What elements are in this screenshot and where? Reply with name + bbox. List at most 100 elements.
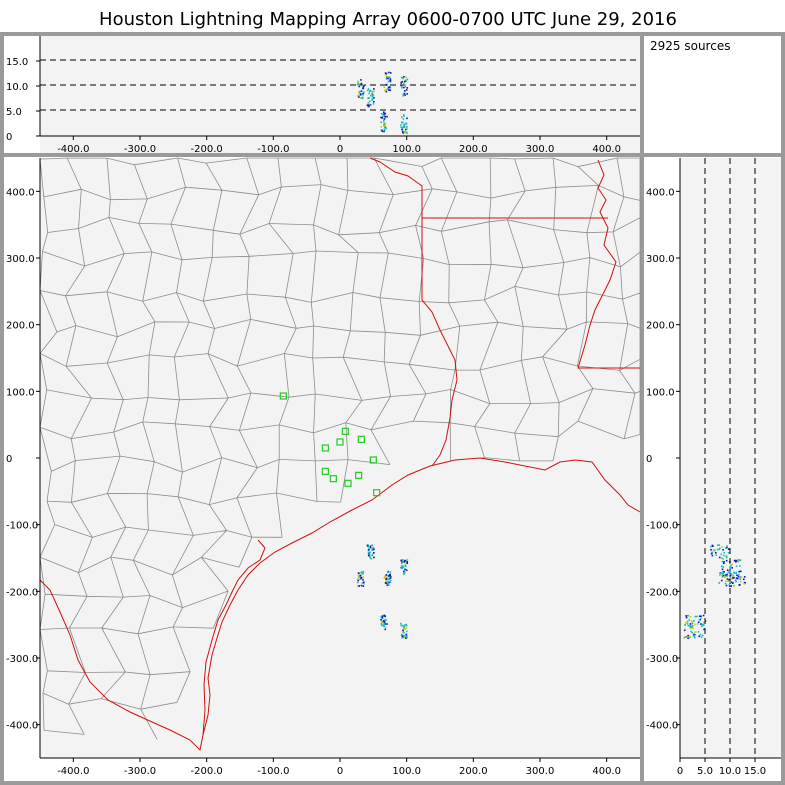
side-source-point [735,559,737,561]
side-source-point [739,559,741,561]
map-source-point [384,615,387,618]
map-source-point [401,561,403,563]
altitude-source-point [386,115,388,118]
altitude-source-point [404,80,406,83]
map-source-point [368,555,371,557]
side-y-label: 400.0 [646,187,675,198]
side-source-point [737,573,740,576]
altitude-source-point [402,86,405,89]
altitude-source-point [404,84,407,87]
side-source-point [717,544,719,546]
altitude-source-point [371,92,374,95]
map-source-point [369,551,372,554]
side-source-point [715,554,718,556]
side-source-point [728,578,730,581]
side-source-point [726,573,729,576]
map-source-point [383,614,386,617]
side-source-point [726,545,728,547]
map-source-point [371,544,374,546]
altitude-source-point [388,89,390,91]
altitude-source-point [385,84,388,86]
side-source-point [722,548,724,551]
side-source-point [731,582,734,585]
side-source-point [690,620,693,623]
map-source-point [403,634,406,637]
side-y-label: 0 [646,454,652,465]
tx-la-border [369,157,458,467]
side-source-point [711,554,714,557]
altitude-source-point [367,105,370,107]
altitude-source-point [405,89,408,91]
figure-title: Houston Lightning Mapping Array 0600-070… [99,9,677,30]
map-source-point [360,584,363,587]
side-source-point [730,585,732,587]
altitude-source-point [360,82,363,85]
altitude-source-point [359,93,362,96]
side-source-point [692,627,694,630]
altitude-y-ticks: 15.0 10.0 5.0 0 [6,57,40,143]
map-source-point [361,582,364,584]
map-source-point [405,630,408,633]
map-source-point [400,566,403,569]
altitude-x-label: 300.0 [526,144,555,155]
frames [0,32,785,785]
lma-stations [279,392,381,497]
map-source-point [380,622,383,625]
map-source-point [403,636,406,638]
altitude-source-point [368,100,371,103]
altitude-source-point [400,86,403,89]
map-y-label: 0 [6,454,12,465]
altitude-source-point [367,88,370,90]
side-source-point [738,565,741,567]
altitude-source-point [368,97,371,99]
side-source-point [693,619,695,622]
ms-river-border [577,159,640,369]
side-source-point [683,636,685,639]
side-source-point [685,616,688,619]
map-source-point [373,552,375,554]
map-source-point [405,623,408,626]
map-y-label: -400.0 [6,721,38,732]
side-source-point [698,615,701,618]
map-source-point [371,548,374,551]
side-source-point [685,615,687,617]
gulf-water [40,458,640,758]
map-source-point [402,634,405,637]
station-marker [329,475,337,483]
side-source-point [718,547,721,550]
side-source-point [723,574,725,577]
side-source-point [729,576,732,579]
side-source-point [729,575,731,577]
altitude-source-point [362,84,365,87]
altitude-source-point [380,112,383,115]
altitude-source-point [403,123,406,126]
altitude-source-point [383,86,386,88]
map-source-point [368,548,370,551]
altitude-source-point [367,97,369,100]
map-y-label: -300.0 [6,654,38,665]
map-source-point [401,567,404,570]
side-source-point [694,636,696,639]
side-source-point [724,582,727,585]
map-source-point [404,559,406,562]
altitude-source-point [400,84,403,87]
side-source-point [743,576,746,578]
map-source-point [385,582,388,585]
side-source-point [700,615,702,618]
side-x-label: 5.0 [697,766,713,777]
side-source-point [710,548,712,551]
map-source-point [401,634,403,637]
side-source-point [739,583,741,586]
map-source-point [367,552,370,554]
altitude-source-point [387,88,389,90]
side-source-point [691,620,694,623]
map-y-ticks: 400.0 300.0 200.0 100.0 0 -100.0 -200.0 -300.0 -… [6,187,40,732]
side-source-point [700,623,702,625]
side-source-point [711,544,714,547]
altitude-source-point [400,76,403,79]
side-source-point [736,577,738,579]
side-source-point [702,621,705,624]
station-marker [369,456,377,464]
side-source-point [737,560,740,563]
map-source-point [384,582,387,584]
